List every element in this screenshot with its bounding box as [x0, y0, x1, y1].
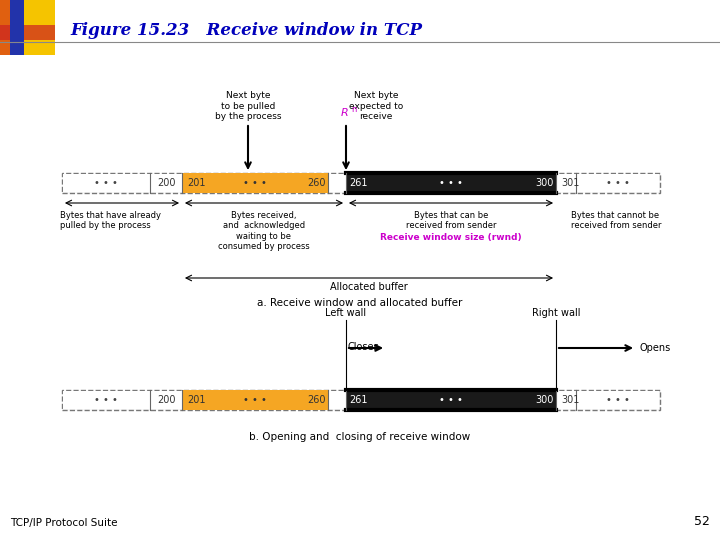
- Text: 201: 201: [186, 178, 205, 188]
- Text: • • •: • • •: [606, 395, 630, 405]
- Bar: [0, 0, 55, 55]
- Text: 261: 261: [350, 395, 368, 405]
- Text: 301: 301: [562, 178, 580, 188]
- Text: Bytes that can be
received from sender: Bytes that can be received from sender: [406, 211, 496, 231]
- Bar: [62, 390, 660, 410]
- Text: • • •: • • •: [243, 178, 267, 188]
- Text: • • •: • • •: [439, 395, 463, 405]
- Text: Bytes received,
and  acknowledged
waiting to be
consumed by process: Bytes received, and acknowledged waiting…: [218, 211, 310, 251]
- Text: • • •: • • •: [439, 178, 463, 188]
- Text: a. Receive window and allocated buffer: a. Receive window and allocated buffer: [257, 298, 463, 308]
- Bar: [182, 390, 328, 410]
- Text: Left wall: Left wall: [325, 308, 366, 318]
- Bar: [346, 173, 556, 193]
- Text: • • •: • • •: [243, 395, 267, 405]
- Text: Opens: Opens: [640, 343, 671, 353]
- Bar: [10, 0, 24, 55]
- Text: 200: 200: [157, 395, 175, 405]
- Text: Allocated buffer: Allocated buffer: [330, 282, 408, 292]
- Text: 300: 300: [535, 395, 553, 405]
- Text: R: R: [341, 108, 348, 118]
- Text: 201: 201: [186, 395, 205, 405]
- Text: Figure 15.23   Receive window in TCP: Figure 15.23 Receive window in TCP: [70, 22, 422, 39]
- Text: 52: 52: [694, 515, 710, 528]
- Bar: [182, 173, 328, 193]
- Text: Receive window size (rwnd): Receive window size (rwnd): [380, 233, 522, 242]
- Text: 260: 260: [307, 178, 325, 188]
- Text: 261: 261: [350, 178, 368, 188]
- Text: n: n: [351, 105, 356, 114]
- Bar: [0, 0, 12, 55]
- Text: Next byte
to be pulled
by the process: Next byte to be pulled by the process: [215, 91, 282, 121]
- Text: b. Opening and  closing of receive window: b. Opening and closing of receive window: [249, 432, 471, 442]
- Text: • • •: • • •: [606, 178, 630, 188]
- Bar: [63, 391, 659, 409]
- Text: Right wall: Right wall: [532, 308, 580, 318]
- Text: 301: 301: [562, 395, 580, 405]
- Bar: [346, 390, 556, 410]
- Text: Bytes that cannot be
received from sender: Bytes that cannot be received from sende…: [571, 211, 662, 231]
- Bar: [63, 174, 659, 192]
- Text: Bytes that have already
pulled by the process: Bytes that have already pulled by the pr…: [60, 211, 161, 231]
- Bar: [62, 173, 660, 193]
- Text: 300: 300: [535, 178, 553, 188]
- Text: 260: 260: [307, 395, 325, 405]
- Text: • • •: • • •: [94, 395, 118, 405]
- Text: Next byte
expected to
receive: Next byte expected to receive: [349, 91, 403, 121]
- Text: • • •: • • •: [94, 178, 118, 188]
- Bar: [0, 25, 55, 40]
- Text: Closes: Closes: [348, 342, 379, 352]
- Text: 200: 200: [157, 178, 175, 188]
- Text: TCP/IP Protocol Suite: TCP/IP Protocol Suite: [10, 518, 117, 528]
